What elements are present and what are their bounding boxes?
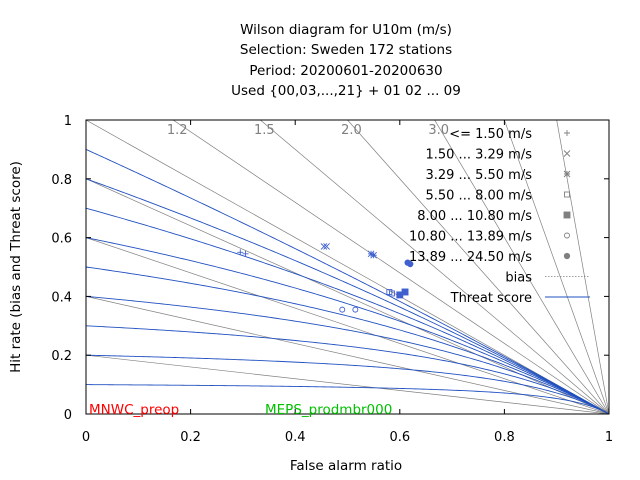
- y-tick-label: 0.4: [51, 290, 72, 305]
- legend-label-threat: Threat score: [450, 291, 532, 306]
- legend-marker: [563, 252, 571, 260]
- data-point: [404, 259, 411, 266]
- data-point: [242, 250, 249, 257]
- legend-label: 5.50 ... 8.00 m/s: [425, 189, 532, 204]
- x-tick-label: 0: [82, 430, 90, 445]
- bias-label: 1.2: [167, 123, 188, 138]
- series-label-meps: MEPS_prodmbr000: [265, 402, 392, 418]
- x-tick-label: 0.6: [389, 430, 410, 445]
- legend-label: <= 1.50 m/s: [449, 127, 532, 142]
- bias-line: [86, 120, 609, 414]
- x-tick-label: 0.4: [285, 430, 306, 445]
- data-point: [370, 251, 377, 259]
- data-point: [352, 306, 359, 313]
- bias-line: [434, 120, 609, 414]
- legend-label: 8.00 ... 10.80 m/s: [417, 209, 532, 224]
- threat-score-curve: [86, 266, 609, 414]
- data-points: [237, 243, 414, 313]
- data-point: [367, 250, 375, 258]
- data-point: [237, 249, 244, 256]
- threat-score-curve: [86, 237, 609, 414]
- threat-score-curve: [86, 148, 609, 414]
- y-axis-label: Hit rate (bias and Threat score): [8, 161, 24, 373]
- data-point: [389, 290, 395, 297]
- legend-label: 13.89 ... 24.50 m/s: [409, 250, 532, 265]
- threat-score-curve: [86, 207, 609, 414]
- threat-score-curve: [86, 178, 609, 414]
- y-axis-ticks: 0 0.2 0.4 0.6 0.8 1: [51, 114, 609, 423]
- y-tick-label: 0: [64, 408, 72, 423]
- plot-frame: [85, 119, 610, 415]
- x-tick-label: 0.8: [494, 430, 515, 445]
- legend-marker: [564, 191, 570, 198]
- bias-line: [86, 296, 609, 414]
- bias-line: [172, 120, 609, 414]
- bias-label: 3.0: [428, 123, 449, 138]
- data-point: [320, 243, 328, 250]
- chart-title-line-2: Selection: Sweden 172 stations: [240, 42, 452, 58]
- threat-score-curve: [86, 354, 609, 414]
- y-tick-label: 1: [64, 114, 72, 129]
- chart-title-line-3: Period: 20200601-20200630: [249, 63, 442, 79]
- legend-label: 10.80 ... 13.89 m/s: [409, 230, 532, 245]
- bias-line: [504, 120, 609, 414]
- chart-title-line-1: Wilson diagram for U10m (m/s): [240, 22, 452, 38]
- legend-marker: [564, 130, 570, 136]
- data-point: [339, 306, 346, 313]
- legend-label: 3.29 ... 5.50 m/s: [425, 168, 532, 183]
- data-point: [323, 243, 330, 250]
- bias-line: [259, 120, 609, 414]
- bias-line: [86, 354, 609, 414]
- x-axis-label: False alarm ratio: [290, 458, 402, 474]
- data-point: [401, 288, 409, 296]
- legend-marker: [564, 232, 570, 239]
- legend-marker: [563, 170, 571, 178]
- x-tick-label: 0.2: [180, 430, 201, 445]
- chart-title-line-4: Used {00,03,...,21} + 01 02 ... 09: [231, 83, 461, 99]
- legend-label-bias: bias: [505, 271, 532, 286]
- y-tick-label: 0.8: [51, 173, 72, 188]
- bias-label: 1.5: [254, 123, 275, 138]
- bias-label: 2.0: [341, 123, 362, 138]
- threat-score-curve: [86, 295, 609, 414]
- threat-score-curves: [86, 148, 609, 414]
- x-axis-ticks: 0 0.2 0.4 0.6 0.8 1: [82, 120, 613, 445]
- y-tick-label: 0.2: [51, 349, 72, 364]
- legend-marker: [563, 211, 571, 219]
- y-tick-label: 0.6: [51, 232, 72, 247]
- series-label-mnwc: MNWC_preop: [89, 402, 179, 418]
- bias-lines: [86, 120, 609, 414]
- bias-line: [347, 120, 609, 414]
- threat-score-curve: [86, 384, 609, 414]
- x-tick-label: 1: [605, 430, 613, 445]
- legend: <= 1.50 m/s 1.50 ... 3.29 m/s 3.29 ... 5.5…: [409, 127, 590, 306]
- bias-labels: 1.2 1.5 2.0 3.0: [167, 123, 449, 138]
- legend-marker: [563, 150, 571, 157]
- threat-score-curve: [86, 325, 609, 414]
- legend-label: 1.50 ... 3.29 m/s: [425, 148, 532, 163]
